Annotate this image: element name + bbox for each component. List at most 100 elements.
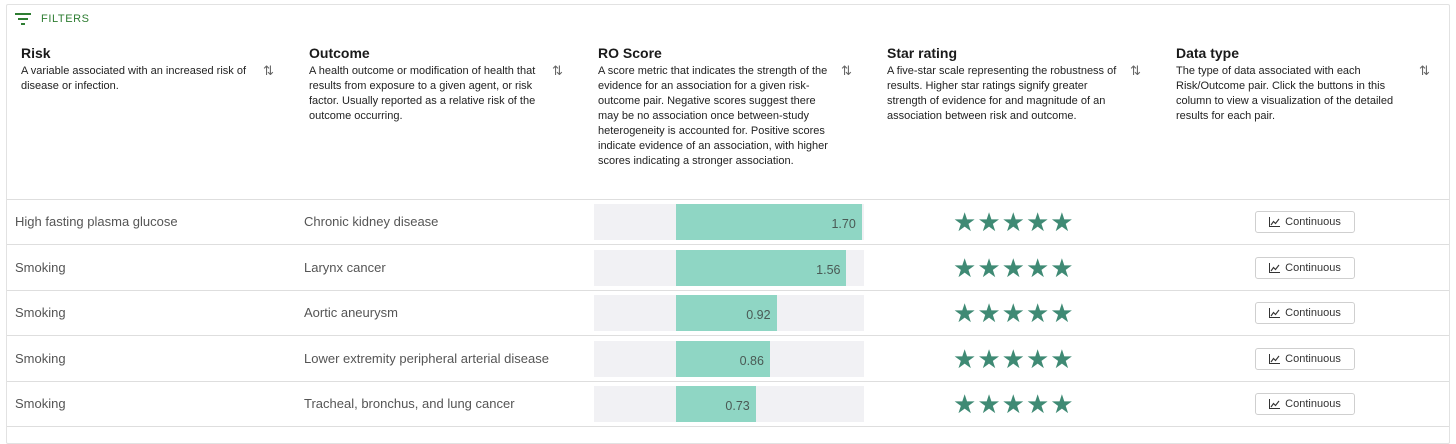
data-type-button[interactable]: Continuous xyxy=(1255,256,1355,279)
star-icon: ★ xyxy=(1001,343,1025,374)
row-divider xyxy=(7,335,1449,336)
ro-score-bar: 0.73 xyxy=(675,386,756,422)
star-icon: ★ xyxy=(1050,207,1074,237)
filter-lines-icon xyxy=(15,13,31,25)
star-icon: ★ xyxy=(977,343,1001,374)
header-star-rating-desc: A five-star scale representing the robus… xyxy=(887,65,1117,122)
outcome-cell: Larynx cancer xyxy=(304,259,386,275)
star-icon: ★ xyxy=(1001,298,1025,328)
sort-arrows-icon: ⇅ xyxy=(263,63,274,78)
row-divider xyxy=(7,380,1449,382)
outcome-cell: Aortic aneurysm xyxy=(304,305,398,320)
star-icon: ★ xyxy=(1050,343,1074,374)
header-star-rating: Star rating A five-star scale representi… xyxy=(887,45,1127,124)
sort-star-rating-button[interactable]: ⇅ xyxy=(1130,63,1141,79)
results-table: FILTERS Risk A variable associated with … xyxy=(6,4,1450,444)
data-type-label: Continuous xyxy=(1285,352,1341,365)
star-icon: ★ xyxy=(1025,252,1050,283)
header-risk-desc: A variable associated with an increased … xyxy=(21,65,247,92)
header-risk-title: Risk xyxy=(21,45,51,61)
data-type-label: Continuous xyxy=(1285,307,1341,319)
header-ro-score-title: RO Score xyxy=(598,45,662,61)
sort-data-type-button[interactable]: ⇅ xyxy=(1419,63,1430,79)
star-icon: ★ xyxy=(1050,389,1074,419)
star-icon: ★ xyxy=(1050,298,1074,328)
ro-score-bar-track: 0.92 xyxy=(594,295,864,331)
star-rating: ★ ★ ★ ★ ★ xyxy=(953,391,1075,417)
header-risk: Risk A variable associated with an incre… xyxy=(21,45,256,94)
filters-toggle[interactable]: FILTERS xyxy=(15,13,90,25)
risk-cell: Smoking xyxy=(15,305,66,320)
sort-arrows-icon: ⇅ xyxy=(1419,63,1430,78)
sort-arrows-icon: ⇅ xyxy=(841,63,852,78)
star-icon: ★ xyxy=(977,298,1001,328)
header-outcome-desc: A health outcome or modification of heal… xyxy=(309,65,536,122)
star-rating: ★ ★ ★ ★ ★ xyxy=(953,255,1075,281)
star-icon: ★ xyxy=(1025,343,1050,374)
star-icon: ★ xyxy=(953,343,977,374)
sort-arrows-icon: ⇅ xyxy=(552,63,563,78)
data-type-label: Continuous xyxy=(1285,216,1341,228)
filters-label: FILTERS xyxy=(41,13,90,25)
line-chart-icon xyxy=(1269,399,1281,409)
star-icon: ★ xyxy=(953,252,977,283)
sort-risk-button[interactable]: ⇅ xyxy=(263,63,274,79)
table-row: Smoking Larynx cancer 1.56 ★ ★ ★ ★ ★ Continuous xyxy=(7,246,1449,291)
star-icon: ★ xyxy=(977,252,1001,283)
sort-arrows-icon: ⇅ xyxy=(1130,63,1141,78)
line-chart-icon xyxy=(1269,217,1281,227)
ro-score-bar-track: 0.86 xyxy=(594,340,864,377)
line-chart-icon xyxy=(1269,353,1281,364)
risk-cell: Smoking xyxy=(15,350,66,366)
header-outcome: Outcome A health outcome or modification… xyxy=(309,45,549,124)
star-icon: ★ xyxy=(953,389,977,419)
star-icon: ★ xyxy=(1025,389,1050,419)
ro-score-bar: 1.70 xyxy=(675,204,862,240)
data-type-button[interactable]: Continuous xyxy=(1255,302,1355,324)
ro-score-bar-track: 1.70 xyxy=(594,204,864,240)
star-rating: ★ ★ ★ ★ ★ xyxy=(953,209,1075,235)
risk-cell: Smoking xyxy=(15,259,66,275)
header-ro-score-desc: A score metric that indicates the streng… xyxy=(598,65,828,167)
star-icon: ★ xyxy=(1001,252,1025,283)
sort-outcome-button[interactable]: ⇅ xyxy=(552,63,563,79)
data-type-button[interactable]: Continuous xyxy=(1255,211,1355,233)
row-divider xyxy=(7,426,1449,427)
star-icon: ★ xyxy=(953,207,977,237)
table-row: Smoking Lower extremity peripheral arteri… xyxy=(7,337,1449,382)
ro-score-bar-track: 1.56 xyxy=(594,249,864,286)
data-type-label: Continuous xyxy=(1285,261,1341,274)
header-data-type-title: Data type xyxy=(1176,45,1240,61)
star-rating: ★ ★ ★ ★ ★ xyxy=(953,346,1075,372)
header-star-rating-title: Star rating xyxy=(887,45,958,61)
star-rating: ★ ★ ★ ★ ★ xyxy=(953,300,1075,326)
ro-score-bar: 0.92 xyxy=(675,295,777,331)
line-chart-icon xyxy=(1269,262,1281,273)
data-type-label: Continuous xyxy=(1285,398,1341,410)
star-icon: ★ xyxy=(1050,252,1074,283)
star-icon: ★ xyxy=(977,207,1001,237)
sort-ro-score-button[interactable]: ⇅ xyxy=(841,63,852,79)
header-data-type: Data type The type of data associated wi… xyxy=(1176,45,1416,124)
row-divider xyxy=(7,244,1449,245)
row-divider xyxy=(7,289,1449,291)
risk-cell: High fasting plasma glucose xyxy=(15,214,178,229)
ro-score-bar: 0.86 xyxy=(675,340,770,377)
star-icon: ★ xyxy=(953,298,977,328)
ro-score-bar-track: 0.73 xyxy=(594,386,864,422)
header-data-type-desc: The type of data associated with each Ri… xyxy=(1176,65,1394,122)
table-row: High fasting plasma glucose Chronic kidne… xyxy=(7,200,1449,245)
data-type-button[interactable]: Continuous xyxy=(1255,347,1355,370)
header-ro-score: RO Score A score metric that indicates t… xyxy=(598,45,833,169)
outcome-cell: Lower extremity peripheral arterial dise… xyxy=(304,350,549,366)
star-icon: ★ xyxy=(1025,207,1050,237)
star-icon: ★ xyxy=(1025,298,1050,328)
line-chart-icon xyxy=(1269,308,1281,318)
star-icon: ★ xyxy=(977,389,1001,419)
table-row: Smoking Tracheal, bronchus, and lung canc… xyxy=(7,382,1449,427)
risk-cell: Smoking xyxy=(15,396,66,411)
header-outcome-title: Outcome xyxy=(309,45,370,61)
star-icon: ★ xyxy=(1001,207,1025,237)
ro-score-bar: 1.56 xyxy=(675,249,847,286)
data-type-button[interactable]: Continuous xyxy=(1255,393,1355,415)
